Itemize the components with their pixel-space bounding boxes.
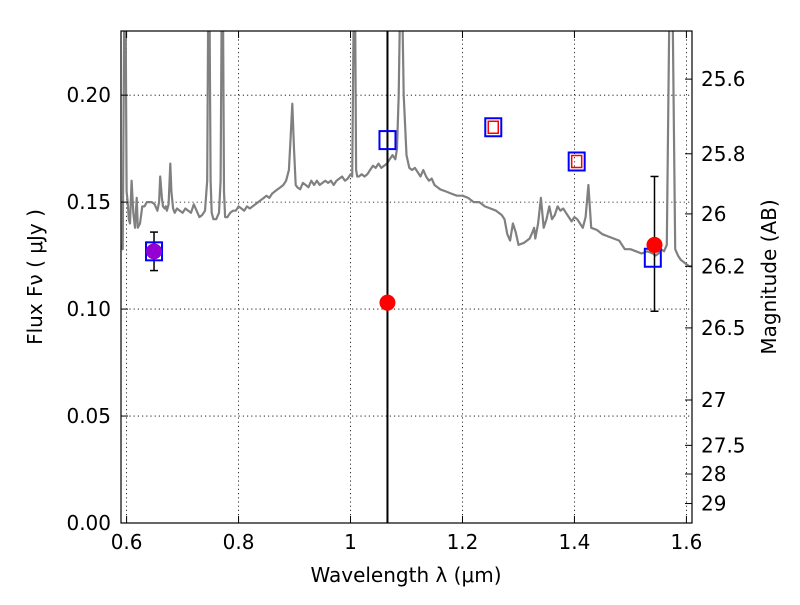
right-tick-label: 28 (701, 462, 726, 486)
observed-flux-point (646, 236, 663, 253)
x-tick-label: 1.4 (559, 530, 591, 554)
y-tick-label: 0.05 (66, 404, 111, 428)
model-flux-box-blue (484, 117, 503, 138)
plot-series (121, 31, 692, 523)
x-axis-label: Wavelength λ (μm) (310, 563, 501, 587)
y-tick-label: 0.20 (66, 83, 111, 107)
x-tick-label: 0.6 (111, 530, 143, 554)
right-tick-label: 25.6 (701, 67, 746, 91)
observed-flux-point (146, 243, 163, 260)
x-tick-label: 1.6 (670, 530, 702, 554)
right-axis-label: Magnitude (AB) (757, 199, 781, 354)
right-tick-label: 29 (701, 492, 726, 516)
y-tick-label: 0.10 (66, 297, 111, 321)
x-tick-label: 0.8 (223, 530, 255, 554)
axis-ticks: 0.6 0.8 1 1.2 1.4 1.6 0.00 0.05 0.10 0.15 0.20 25.6… (66, 31, 746, 554)
model-flux-box-blue (567, 151, 586, 172)
right-tick-label: 26 (701, 202, 726, 226)
model-flux-box-red (487, 120, 500, 135)
right-tick-label: 25.8 (701, 142, 746, 166)
y-tick-label: 0.15 (66, 190, 111, 214)
right-tick-label: 27.5 (701, 433, 746, 457)
right-tick-label: 26.2 (701, 254, 746, 278)
model-flux-box-blue (378, 130, 397, 151)
y-axis-label: Flux Fν ( μJy ) (23, 209, 47, 345)
observed-flux-point (379, 294, 396, 311)
model-flux-box-red (570, 154, 583, 169)
spectrum-line (121, 31, 692, 268)
x-tick-label: 1 (344, 530, 357, 554)
plot-frame (120, 30, 693, 524)
right-tick-label: 27 (701, 388, 726, 412)
right-tick-label: 26.5 (701, 316, 746, 340)
x-tick-label: 1.2 (447, 530, 479, 554)
y-tick-label: 0.00 (66, 511, 111, 535)
